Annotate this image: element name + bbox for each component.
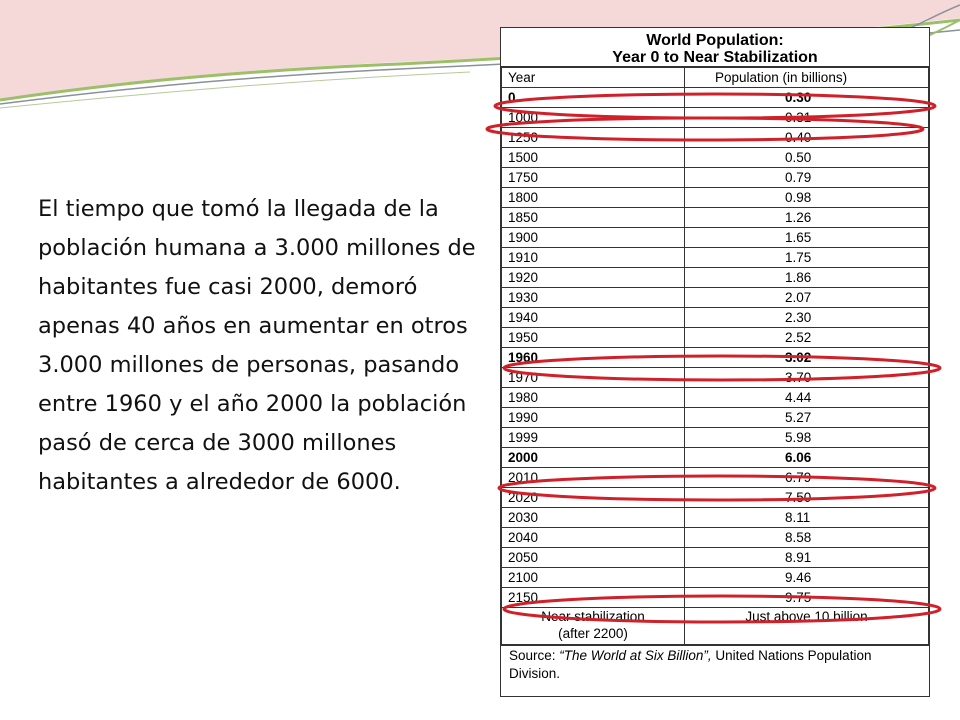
population-table-image: World Population: Year 0 to Near Stabili… xyxy=(500,27,930,697)
table-row: 2150 9.75 xyxy=(501,587,929,608)
table-row: 2000 6.06 xyxy=(501,447,929,468)
table-row: 1910 1.75 xyxy=(501,247,929,268)
table-header-row: Year Population (in billions) xyxy=(501,67,929,88)
year-cell: 1750 xyxy=(501,167,685,188)
year-cell: 1500 xyxy=(501,147,685,168)
year-cell: 1980 xyxy=(501,387,685,408)
table-row: 1940 2.30 xyxy=(501,307,929,328)
source-organization: United Nations Population Division. xyxy=(509,648,872,681)
population-cell: 0.50 xyxy=(684,147,929,168)
population-cell: 6.79 xyxy=(684,467,929,488)
year-cell: 1920 xyxy=(501,267,685,288)
table-row: 1500 0.50 xyxy=(501,147,929,168)
table-row: 1800 0.98 xyxy=(501,187,929,208)
year-cell: 1910 xyxy=(501,247,685,268)
column-header-year: Year xyxy=(501,67,685,88)
population-cell: 0.31 xyxy=(684,107,929,128)
near-stabilization-row: Near stabilization (after 2200) Just abo… xyxy=(501,607,929,645)
population-cell: 2.52 xyxy=(684,327,929,348)
table-row: 2100 9.46 xyxy=(501,567,929,588)
table-title: World Population: Year 0 to Near Stabili… xyxy=(501,28,929,67)
year-cell: 2150 xyxy=(501,587,685,608)
table-row: 1950 2.52 xyxy=(501,327,929,348)
year-cell: 0 xyxy=(501,87,685,108)
near-label-line2: (after 2200) xyxy=(558,626,628,641)
table-row: 1750 0.79 xyxy=(501,167,929,188)
population-cell: 2.07 xyxy=(684,287,929,308)
table-row: 1980 4.44 xyxy=(501,387,929,408)
table-row: 1000 0.31 xyxy=(501,107,929,128)
table-row: 1960 3.02 xyxy=(501,347,929,368)
population-cell: 5.98 xyxy=(684,427,929,448)
population-cell: 6.06 xyxy=(684,447,929,468)
year-cell: 2040 xyxy=(501,527,685,548)
source-label: Source: xyxy=(509,648,556,663)
year-cell: 1999 xyxy=(501,427,685,448)
population-cell: 5.27 xyxy=(684,407,929,428)
table-row: 1999 5.98 xyxy=(501,427,929,448)
near-stabilization-value: Just above 10 billion xyxy=(684,607,929,645)
table-row: 1930 2.07 xyxy=(501,287,929,308)
year-cell: 1850 xyxy=(501,207,685,228)
table-row: 1850 1.26 xyxy=(501,207,929,228)
population-cell: 0.79 xyxy=(684,167,929,188)
population-cell: 2.30 xyxy=(684,307,929,328)
population-cell: 3.70 xyxy=(684,367,929,388)
year-cell: 1250 xyxy=(501,127,685,148)
body-paragraph: El tiempo que tomó la llegada de la pobl… xyxy=(38,196,476,495)
year-cell: 2030 xyxy=(501,507,685,528)
table-title-line2: Year 0 to Near Stabilization xyxy=(612,49,818,66)
table-row: 2030 8.11 xyxy=(501,507,929,528)
table-title-line1: World Population: xyxy=(646,32,784,49)
source-title: “The World at Six Billion”, xyxy=(559,648,712,663)
table-row: 1900 1.65 xyxy=(501,227,929,248)
table-row: 0 0.30 xyxy=(501,87,929,108)
population-cell: 7.50 xyxy=(684,487,929,508)
column-header-population: Population (in billions) xyxy=(684,67,929,88)
table-row: 2020 7.50 xyxy=(501,487,929,508)
table-row: 2040 8.58 xyxy=(501,527,929,548)
year-cell: 1930 xyxy=(501,287,685,308)
table-row: 2010 6.79 xyxy=(501,467,929,488)
population-cell: 1.86 xyxy=(684,267,929,288)
year-cell: 1000 xyxy=(501,107,685,128)
year-cell: 1800 xyxy=(501,187,685,208)
near-label-line1: Near stabilization xyxy=(541,609,645,624)
population-cell: 8.58 xyxy=(684,527,929,548)
near-stabilization-label: Near stabilization (after 2200) xyxy=(501,607,685,645)
population-cell: 8.91 xyxy=(684,547,929,568)
table-row: 1920 1.86 xyxy=(501,267,929,288)
population-cell: 8.11 xyxy=(684,507,929,528)
population-cell: 0.40 xyxy=(684,127,929,148)
year-cell: 2100 xyxy=(501,567,685,588)
population-cell: 9.46 xyxy=(684,567,929,588)
year-cell: 2020 xyxy=(501,487,685,508)
table-body: 0 0.30 1000 0.31 1250 0.40 1500 0.50 1750 0.79 180… xyxy=(501,87,929,608)
table-source: Source: “The World at Six Billion”, Unit… xyxy=(501,645,929,684)
table-row: 1250 0.40 xyxy=(501,127,929,148)
population-cell: 0.98 xyxy=(684,187,929,208)
population-cell: 0.30 xyxy=(684,87,929,108)
population-table: Year Population (in billions) 0 0.30 1000 0… xyxy=(501,67,929,645)
population-cell: 9.75 xyxy=(684,587,929,608)
year-cell: 2000 xyxy=(501,447,685,468)
year-cell: 2010 xyxy=(501,467,685,488)
population-cell: 1.75 xyxy=(684,247,929,268)
year-cell: 1970 xyxy=(501,367,685,388)
table-row: 1990 5.27 xyxy=(501,407,929,428)
population-cell: 4.44 xyxy=(684,387,929,408)
year-cell: 1900 xyxy=(501,227,685,248)
population-cell: 1.26 xyxy=(684,207,929,228)
table-row: 2050 8.91 xyxy=(501,547,929,568)
year-cell: 1950 xyxy=(501,327,685,348)
year-cell: 1940 xyxy=(501,307,685,328)
table-row: 1970 3.70 xyxy=(501,367,929,388)
population-cell: 3.02 xyxy=(684,347,929,368)
year-cell: 1960 xyxy=(501,347,685,368)
population-cell: 1.65 xyxy=(684,227,929,248)
year-cell: 2050 xyxy=(501,547,685,568)
year-cell: 1990 xyxy=(501,407,685,428)
